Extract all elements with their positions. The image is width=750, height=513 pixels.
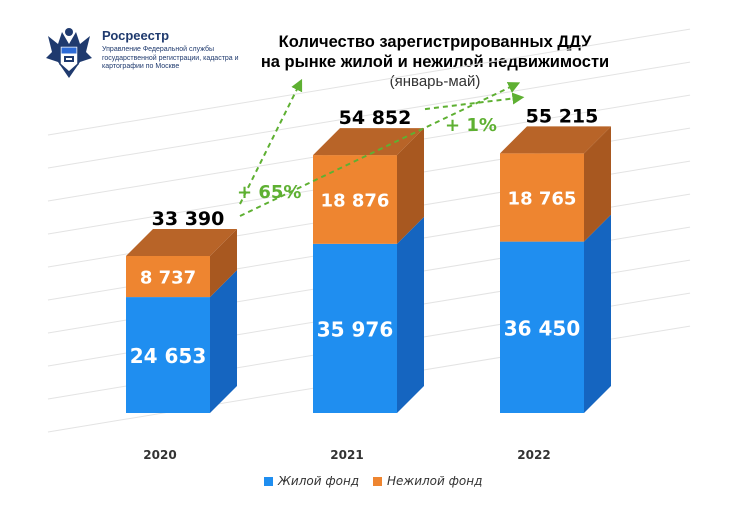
bar-residential-2020 (126, 297, 210, 413)
growth-arrow-2020-2021 (239, 78, 303, 205)
value-label-residential-2020: 24 653 (130, 344, 207, 368)
bars (126, 126, 611, 413)
value-label-residential-2021: 35 976 (317, 317, 394, 341)
legend-label-nonresidential: Нежилой фонд (387, 474, 483, 488)
bar-residential-2022 (500, 241, 584, 413)
x-tick-label-2022: 2022 (517, 448, 550, 462)
bar-side-residential-2022 (584, 214, 611, 413)
value-label-nonresidential-2022: 18 765 (508, 188, 577, 209)
chart-title-period: (январь-май) (389, 73, 481, 90)
bar-side-residential-2021 (397, 216, 424, 413)
growth-label-65: + 65% (237, 182, 301, 203)
chart-title-line-1: Количество зарегистрированных ДДУ (278, 33, 592, 51)
growth-arrows (239, 78, 525, 217)
total-label-2021: 54 852 (339, 107, 412, 129)
bar-top-2022 (500, 126, 611, 154)
total-label-2022: 55 215 (526, 105, 599, 127)
rosreestr-logo: Росреестр Управление Федеральной службы … (40, 22, 240, 84)
bar-nonresidential-2020 (126, 256, 210, 298)
bar-residential-2021 (313, 243, 397, 413)
legend-swatch-residential (264, 476, 273, 486)
chart-title-line-2: на рынке жилой и нежилой недвижимости (260, 53, 610, 71)
grid-line (47, 61, 691, 169)
logo-name: Росреестр (102, 28, 170, 43)
bar-nonresidential-2021 (313, 155, 397, 244)
bar-side-nonresidential-2020 (210, 229, 237, 298)
growth-label-1: + 1% (445, 115, 497, 136)
logo-subtitle: Управление Федеральной службы государств… (102, 46, 239, 70)
value-label-nonresidential-2020: 8 737 (140, 268, 196, 289)
legend-item-residential: Жилой фонд (264, 474, 359, 488)
bar-side-nonresidential-2021 (397, 128, 424, 244)
value-label-residential-2022: 36 450 (504, 316, 581, 340)
bar-nonresidential-2022 (500, 153, 584, 242)
legend-swatch-nonresidential (373, 476, 382, 486)
rosreestr-emblem-icon (46, 28, 92, 78)
grid-line (47, 28, 691, 136)
legend-item-nonresidential: Нежилой фонд (373, 474, 482, 488)
bar-labels: 24 653 8 737 33 390 2020 35 976 18 876 54 852 2… (130, 105, 599, 462)
total-label-2020: 33 390 (152, 208, 225, 230)
x-tick-label-2020: 2020 (143, 448, 176, 462)
x-tick-label-2021: 2021 (330, 448, 363, 462)
bar-side-nonresidential-2022 (584, 126, 611, 242)
bar-top-2020 (126, 229, 237, 256)
growth-arrow-long (239, 82, 521, 217)
bar-top-2021 (313, 128, 424, 156)
value-label-nonresidential-2021: 18 876 (321, 190, 390, 211)
bar-side-residential-2020 (210, 270, 237, 413)
growth-arrow-2021-2022 (424, 92, 525, 111)
legend-label-residential: Жилой фонд (278, 474, 360, 488)
